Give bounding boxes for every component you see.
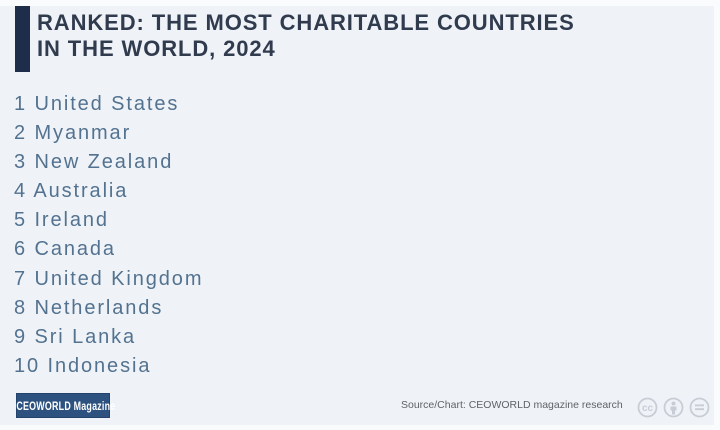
svg-text:cc: cc [642,403,654,414]
